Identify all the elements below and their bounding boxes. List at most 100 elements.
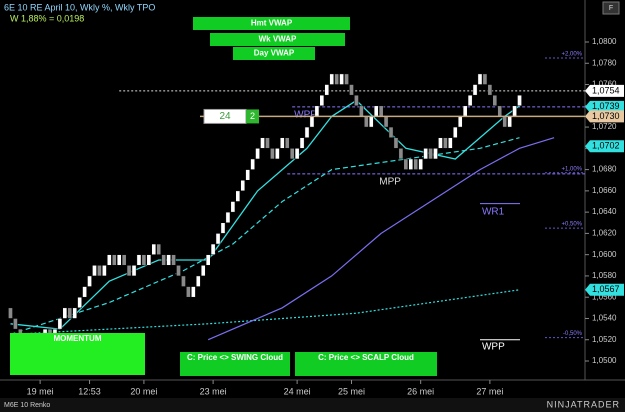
button-label[interactable]: C: Price <> SCALP Cloud xyxy=(318,353,414,362)
renko-brick xyxy=(289,148,295,160)
renko-brick xyxy=(156,243,162,255)
corner-button[interactable] xyxy=(602,1,620,15)
renko-brick xyxy=(299,137,305,149)
renko-brick xyxy=(393,137,399,149)
price-tag-label: 1,0567 xyxy=(592,284,620,294)
renko-brick xyxy=(388,126,394,138)
renko-brick xyxy=(111,254,117,266)
renko-brick xyxy=(304,126,310,138)
corner-button-label[interactable]: F xyxy=(609,5,613,12)
renko-brick xyxy=(270,148,275,160)
renko-brick xyxy=(452,126,458,138)
renko-brick xyxy=(448,137,453,149)
button-label[interactable]: Hmt VWAP xyxy=(251,19,293,28)
renko-brick xyxy=(186,286,191,298)
order-count-box[interactable] xyxy=(246,109,259,124)
renko-brick xyxy=(507,116,512,128)
price-tag-label: 1,0730 xyxy=(592,111,620,121)
price-tag xyxy=(585,100,624,113)
pivot-label: WPP xyxy=(294,110,317,121)
price-tag-label: 1,0754 xyxy=(592,85,620,95)
price-tag-label: 1,0702 xyxy=(592,141,620,151)
renko-brick xyxy=(383,116,389,128)
renko-brick xyxy=(176,265,181,277)
order-count[interactable]: 2 xyxy=(250,111,255,121)
button-label[interactable]: Wk VWAP xyxy=(259,35,297,44)
renko-brick xyxy=(443,137,448,149)
button-label[interactable]: C: Price <> SWING Cloud xyxy=(187,353,283,362)
renko-brick xyxy=(482,73,488,85)
x-tick-label: 27 mei xyxy=(476,386,503,396)
renko-brick xyxy=(492,94,498,107)
button-face[interactable] xyxy=(295,352,437,376)
toggle-button[interactable]: C: Price <> SWING Cloud xyxy=(180,352,290,376)
price-tag xyxy=(585,283,624,296)
subtitle: W 1,88% = 0,0198 xyxy=(10,13,84,23)
y-tick-label: 1,0640 xyxy=(592,207,617,216)
renko-brick xyxy=(62,307,68,319)
renko-brick xyxy=(275,148,280,160)
renko-brick xyxy=(309,116,315,128)
button-label[interactable]: Day VWAP xyxy=(254,49,295,58)
renko-brick xyxy=(121,254,127,266)
x-tick-label: 23 mei xyxy=(200,386,227,396)
renko-brick xyxy=(472,84,478,96)
renko-brick xyxy=(497,105,503,117)
renko-brick xyxy=(171,254,176,266)
toggle-button[interactable]: Day VWAP xyxy=(233,47,315,60)
renko-brick xyxy=(141,254,147,266)
price-tag xyxy=(585,110,624,123)
percent-label: +2,00% xyxy=(561,52,582,58)
toggle-button[interactable]: Hmt VWAP xyxy=(193,17,350,30)
button-face[interactable] xyxy=(233,47,315,60)
renko-brick xyxy=(131,265,137,277)
renko-brick xyxy=(13,318,18,330)
button-face[interactable] xyxy=(180,352,290,376)
renko-brick xyxy=(200,265,206,277)
renko-brick xyxy=(462,105,468,117)
renko-brick xyxy=(116,254,122,266)
renko-brick xyxy=(359,105,364,117)
order-qty[interactable]: 24 xyxy=(219,111,231,122)
renko-brick xyxy=(166,254,171,266)
toggle-button[interactable]: MOMENTUM xyxy=(10,333,145,375)
renko-brick xyxy=(191,286,196,298)
toggle-button[interactable]: Wk VWAP xyxy=(210,33,345,46)
brand: NINJATRADER xyxy=(547,399,620,409)
price-tag xyxy=(585,84,624,97)
renko-brick xyxy=(378,105,384,117)
indicator-line xyxy=(10,289,520,335)
renko-brick xyxy=(146,254,152,266)
renko-brick xyxy=(467,94,473,107)
instrument: M6E 10 Renko xyxy=(4,402,50,409)
y-tick-label: 1,0660 xyxy=(592,186,617,195)
renko-brick xyxy=(314,105,320,117)
button-face[interactable] xyxy=(210,33,345,46)
renko-brick xyxy=(433,148,438,160)
renko-brick xyxy=(225,211,231,224)
renko-brick xyxy=(319,94,325,107)
y-tick-label: 1,0580 xyxy=(592,271,617,280)
toggle-button[interactable]: C: Price <> SCALP Cloud xyxy=(295,352,437,376)
renko-brick xyxy=(398,148,404,160)
y-tick-label: 1,0500 xyxy=(592,356,617,365)
renko-brick xyxy=(67,307,73,319)
renko-brick xyxy=(161,254,167,266)
renko-brick xyxy=(428,148,433,160)
indicator-line xyxy=(10,99,520,330)
renko-brick xyxy=(205,254,211,266)
button-face[interactable] xyxy=(193,17,350,30)
renko-brick xyxy=(294,148,300,160)
renko-brick xyxy=(126,265,132,277)
renko-brick xyxy=(230,201,236,213)
renko-brick xyxy=(106,254,112,266)
button-face[interactable] xyxy=(10,333,145,375)
x-tick-label: 19 mei xyxy=(27,386,54,396)
title: 6E 10 RE April 10, Wkly %, Wkly TPO xyxy=(4,2,155,12)
renko-brick xyxy=(57,318,63,330)
y-tick-label: 1,0600 xyxy=(592,250,617,259)
renko-brick xyxy=(250,158,255,170)
button-label[interactable]: MOMENTUM xyxy=(54,334,102,343)
renko-brick xyxy=(220,222,226,234)
